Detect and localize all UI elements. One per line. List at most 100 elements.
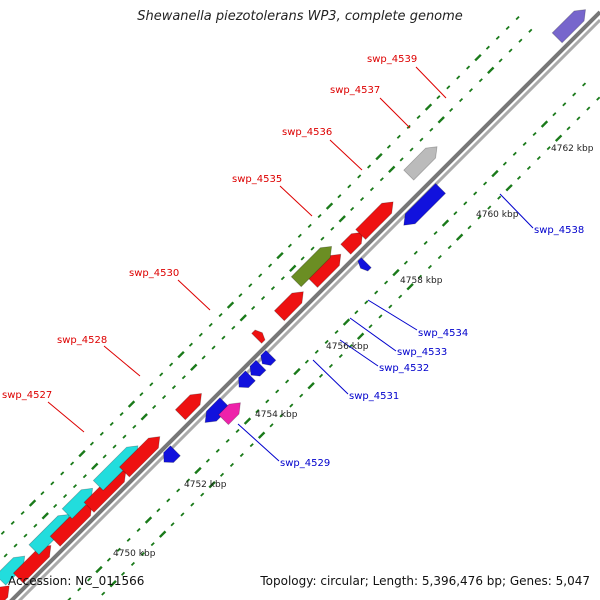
gene-arrow[interactable] [217, 402, 241, 426]
scale-tick [562, 102, 567, 107]
gene-label[interactable]: swp_4530 [129, 268, 179, 279]
gene-label[interactable]: swp_4529 [280, 458, 330, 469]
scale-tick [446, 85, 451, 90]
scale-tick [334, 329, 339, 335]
scale-tick [289, 403, 294, 408]
gene-arrow[interactable] [340, 231, 364, 255]
scale-tick [413, 250, 418, 255]
label-leader-line [379, 97, 411, 129]
gene-label[interactable]: swp_4527 [2, 390, 52, 401]
scale-tick [265, 399, 270, 404]
scale-tick [498, 58, 503, 63]
scale-tick [318, 373, 324, 378]
scale-tick [378, 314, 383, 319]
scale-tick [279, 413, 284, 418]
gene-arrow[interactable] [249, 359, 267, 377]
label-leader-line [237, 423, 280, 462]
scale-tick [194, 466, 202, 475]
scale-tick [67, 597, 72, 600]
gene-arrow[interactable] [260, 349, 277, 366]
gene-arrow[interactable] [238, 370, 256, 389]
scale-tick [338, 215, 346, 223]
scale-tick [386, 144, 391, 149]
scale-tick [596, 96, 600, 101]
scale-tick [474, 53, 482, 62]
scale-tick [255, 409, 260, 414]
gene-arrow[interactable] [273, 291, 304, 322]
gene-label[interactable]: swp_4534 [418, 328, 468, 339]
scale-tick [201, 355, 206, 360]
scale-tick [554, 134, 563, 142]
label-leader-line [499, 193, 534, 229]
scale-tick [231, 325, 236, 330]
gene-arrow[interactable] [0, 555, 26, 586]
scale-tick [437, 116, 445, 124]
gene-arrow[interactable] [403, 182, 447, 226]
gene-label[interactable]: swp_4536 [282, 127, 332, 138]
accession-text: Accession: NC_011566 [8, 574, 145, 588]
gene-label[interactable]: swp_4537 [330, 85, 380, 96]
gene-arrow[interactable] [355, 201, 394, 240]
scale-tick [466, 65, 471, 70]
scale-tick [218, 312, 223, 318]
scale-tick [307, 382, 315, 390]
scale-tick [364, 300, 369, 305]
scale-tick [3, 553, 8, 558]
scale-tick [156, 508, 161, 513]
scale-tick [132, 424, 137, 429]
scale-tick [540, 120, 549, 128]
gene-label[interactable]: swp_4535 [232, 174, 282, 185]
scale-tick [257, 431, 266, 439]
scale-tick [293, 367, 301, 376]
kbp-label: 4756 kbp [326, 342, 369, 352]
scale-tick [239, 452, 244, 458]
genome-backbone-inner [17, 18, 600, 600]
scale-tick [139, 392, 144, 397]
scale-tick [491, 169, 499, 178]
gene-arrow[interactable] [174, 393, 202, 421]
scale-tick [289, 264, 297, 273]
scale-tick [87, 577, 92, 582]
scale-ticks [0, 15, 600, 600]
gene-label[interactable]: swp_4528 [57, 335, 107, 346]
gene-label[interactable]: swp_4539 [367, 54, 417, 65]
scale-tick [552, 112, 557, 117]
scale-tick [136, 527, 141, 533]
scale-tick [275, 389, 280, 394]
scale-tick [436, 95, 441, 100]
gene-arrow[interactable] [163, 445, 181, 463]
scale-tick [89, 441, 94, 446]
gene-label[interactable]: swp_4531 [349, 391, 399, 402]
gene-arrow[interactable] [118, 436, 161, 478]
label-leader-line [279, 185, 313, 217]
gene-arrow[interactable] [251, 329, 266, 344]
scale-tick [487, 205, 492, 210]
gene-arrow[interactable] [61, 487, 94, 520]
scale-tick [324, 339, 329, 344]
gene-arrow[interactable] [290, 245, 333, 288]
gene-arrow[interactable] [0, 585, 10, 600]
scale-tick [368, 324, 373, 329]
scale-tick [53, 503, 58, 508]
gene-label[interactable]: swp_4533 [397, 347, 447, 358]
gene-label[interactable]: swp_4538 [534, 225, 584, 236]
scale-tick [526, 165, 531, 170]
scale-tick [208, 481, 216, 489]
scale-tick [477, 215, 482, 220]
gene-label[interactable]: swp_4532 [379, 363, 429, 374]
scale-tick [299, 393, 304, 398]
gene-arrow[interactable] [357, 257, 372, 272]
scale-tick [455, 233, 464, 241]
scale-tick [456, 75, 461, 80]
scale-tick [406, 283, 414, 291]
gene-arrow[interactable] [403, 146, 438, 181]
scale-tick [384, 280, 389, 285]
scale-tick [483, 181, 488, 186]
gene-arrow[interactable] [12, 545, 52, 584]
scale-tick [249, 443, 254, 448]
kbp-label: 4752 kbp [184, 480, 227, 490]
scale-tick [374, 290, 379, 295]
gene-arrow[interactable] [551, 9, 586, 44]
scale-tick [337, 194, 342, 199]
